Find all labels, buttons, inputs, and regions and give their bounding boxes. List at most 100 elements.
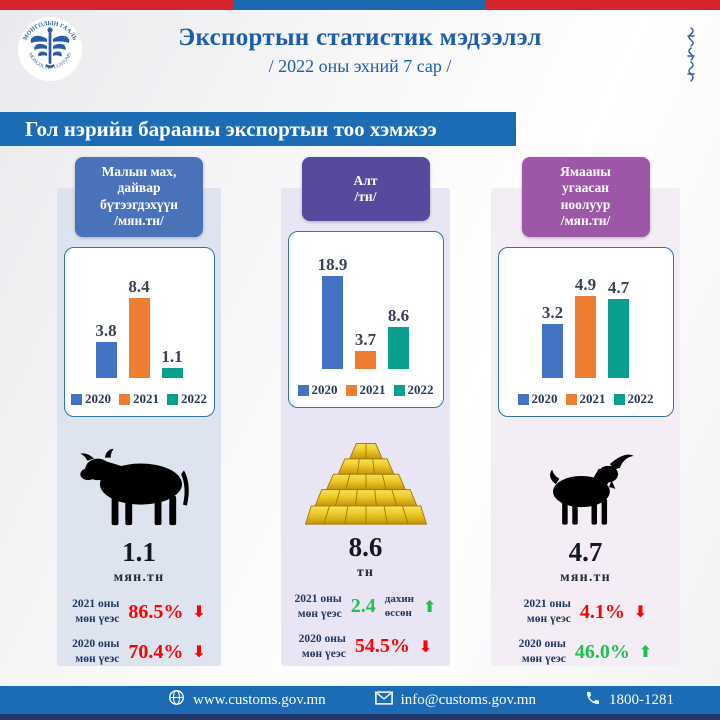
cashmere-total-value: 4.7 <box>568 537 603 568</box>
bar-value-label: 3.7 <box>354 330 377 349</box>
bar-2022 <box>161 368 183 379</box>
customs-logo-icon: МОНГОЛЫН ГААЛЬ MONGOLIAN CUSTOMS <box>16 15 84 83</box>
column-gold: Алт /тн/ 18.9 3.7 8.6 <box>281 157 450 667</box>
stat-row-vs-2020: 2020 оны мөн үеэс 46.0% ⬆ <box>519 637 653 667</box>
footer-email-text: info@customs.gov.mn <box>400 691 536 708</box>
footer-website-link[interactable]: www.customs.gov.mn <box>168 689 326 711</box>
stat-value: 2.4 <box>350 595 376 618</box>
gold-stats: 2021 оны мөн үеэс 2.4 дахин өссөн ⬆ 2020 о… <box>295 592 437 662</box>
stat-value: 46.0% <box>574 640 630 663</box>
stat-period-line: мөн үеэс <box>301 647 346 660</box>
section-banner-title: Гол нэрийн барааны экспортын тоо хэмжээ <box>25 116 437 141</box>
bar-value-label: 8.4 <box>128 277 150 297</box>
legend-label: 2022 <box>181 391 207 407</box>
legend-swatch-2021 <box>345 384 357 396</box>
stat-period-line: 2021 оны <box>523 598 571 611</box>
chip-line: бүтээгдэхүүн <box>99 196 179 212</box>
chip-line: ноолуур <box>560 196 611 212</box>
chart-legend: 2020 2021 2022 <box>289 382 443 398</box>
column-cashmere-header-chip: Ямааны угаасан ноолуур /мян.тн/ <box>521 157 650 237</box>
down-arrow-icon: ⬇ <box>192 602 206 622</box>
footer-email-link[interactable]: info@customs.gov.mn <box>374 690 536 710</box>
globe-icon <box>168 689 185 711</box>
stat-period-line: мөн үеэс <box>526 613 571 626</box>
legend-swatch-2020 <box>71 393 82 405</box>
legend-label: 2020 <box>531 391 558 407</box>
chip-line: Алт <box>353 172 378 188</box>
phone-icon <box>585 690 601 711</box>
bar-2022 <box>608 299 629 379</box>
gold-bar-chart-card: 18.9 3.7 8.6 2020 2021 2022 <box>287 231 444 408</box>
stat-row-vs-2020: 2020 оны мөн үеэс 70.4% ⬇ <box>72 637 206 667</box>
stat-value: 4.1% <box>579 600 625 623</box>
stat-value: 54.5% <box>354 635 410 658</box>
stat-row-vs-2021: 2021 оны мөн үеэс 86.5% ⬇ <box>72 597 206 627</box>
bar-value-label: 1.1 <box>161 347 183 367</box>
cashmere-bar-chart: 3.2 4.9 4.7 <box>499 251 673 379</box>
legend-label: 2021 <box>133 391 159 407</box>
footer-bar: www.customs.gov.mn info@customs.gov.mn 1… <box>0 686 720 714</box>
stat-period-line: 2021 оны <box>72 598 120 611</box>
chip-line: угаасан <box>561 180 610 196</box>
gold-bar-chart: 18.9 3.7 8.6 <box>289 242 443 369</box>
footer-phone-link[interactable]: 1800-1281 <box>585 690 674 711</box>
chip-line: /тн/ <box>354 189 377 204</box>
meat-stats: 2021 оны мөн үеэс 86.5% ⬇ 2020 оны мөн үеэ… <box>72 597 206 667</box>
column-meat-header-chip: Малын мах, дайвар бүтээгдэхүүн /мян.тн/ <box>75 157 203 237</box>
stat-period-line: мөн үеэс <box>521 653 566 666</box>
cashmere-bar-chart-card: 3.2 4.9 4.7 2020 2021 2022 <box>497 246 674 418</box>
stat-suffix-line: өссөн <box>384 606 412 619</box>
stat-row-vs-2020: 2020 оны мөн үеэс 54.5% ⬇ <box>299 632 433 662</box>
meat-bar-chart-card: 3.8 8.4 1.1 2020 2021 2022 <box>63 246 215 418</box>
chip-line: /мян.тн/ <box>114 213 164 229</box>
cashmere-stats: 2021 оны мөн үеэс 4.1% ⬇ 2020 оны мөн үеэс… <box>519 597 653 667</box>
bar-2021 <box>128 298 150 379</box>
footer-website-text: www.customs.gov.mn <box>193 691 326 708</box>
legend-label: 2021 <box>359 382 386 397</box>
mongolian-script-decoration-icon <box>684 26 698 93</box>
stat-period-line: 2020 оны <box>518 638 566 651</box>
legend-label: 2022 <box>627 391 654 407</box>
bar-value-label: 3.2 <box>541 303 564 323</box>
stat-period-line: 2020 оны <box>72 638 120 651</box>
section-banner: Гол нэрийн барааны экспортын тоо хэмжээ <box>0 112 516 146</box>
stat-suffix-line: дахин <box>384 593 415 606</box>
bar-value-label: 4.9 <box>574 275 597 295</box>
stat-period-line: 2021 оны <box>294 593 342 605</box>
legend-swatch-2022 <box>393 384 405 396</box>
chip-line: Малын мах, <box>101 164 177 179</box>
page-subtitle: / 2022 оны эхний 7 сар / <box>268 56 452 76</box>
meat-bar-chart: 3.8 8.4 1.1 <box>65 251 214 379</box>
legend-swatch-2021 <box>119 393 130 405</box>
down-arrow-icon: ⬇ <box>418 636 433 656</box>
bar-value-label: 3.8 <box>95 321 117 341</box>
legend-label: 2021 <box>579 391 606 407</box>
bottom-accent-strip <box>0 714 720 720</box>
column-gold-header-chip: Алт /тн/ <box>301 157 430 221</box>
legend-swatch-2021 <box>565 393 577 405</box>
caduceus-icon <box>30 27 70 68</box>
stat-period-line: 2020 оны <box>298 632 346 645</box>
goat-icon <box>531 440 641 534</box>
bar-value-label: 4.7 <box>607 278 630 298</box>
stat-period-line: мөн үеэс <box>75 613 120 626</box>
legend-label: 2022 <box>407 382 434 397</box>
stat-value: 86.5% <box>128 600 184 623</box>
bar-2021 <box>355 351 376 369</box>
stat-row-vs-2021: 2021 оны мөн үеэс 2.4 дахин өссөн ⬆ <box>295 592 437 622</box>
gold-bars-icon <box>302 431 430 529</box>
bar-value-label: 18.9 <box>317 255 348 274</box>
top-accent-strip <box>0 0 720 10</box>
envelope-icon <box>374 690 393 710</box>
footer-phone-text: 1800-1281 <box>608 691 674 708</box>
header-title-block: Экспортын статистик мэдээлэл / 2022 оны … <box>90 24 630 77</box>
legend-label: 2020 <box>311 382 338 397</box>
meat-total-unit: мян.тн <box>113 570 165 586</box>
chip-line: дайвар <box>117 180 161 196</box>
gold-total-value: 8.6 <box>348 532 383 562</box>
chip-line: /мян.тн/ <box>560 213 611 229</box>
legend-swatch-2020 <box>517 393 529 405</box>
bar-2021 <box>575 296 596 379</box>
stat-value: 70.4% <box>128 640 184 663</box>
column-cashmere: Ямааны угаасан ноолуур /мян.тн/ 3.2 4.9 <box>491 157 680 667</box>
